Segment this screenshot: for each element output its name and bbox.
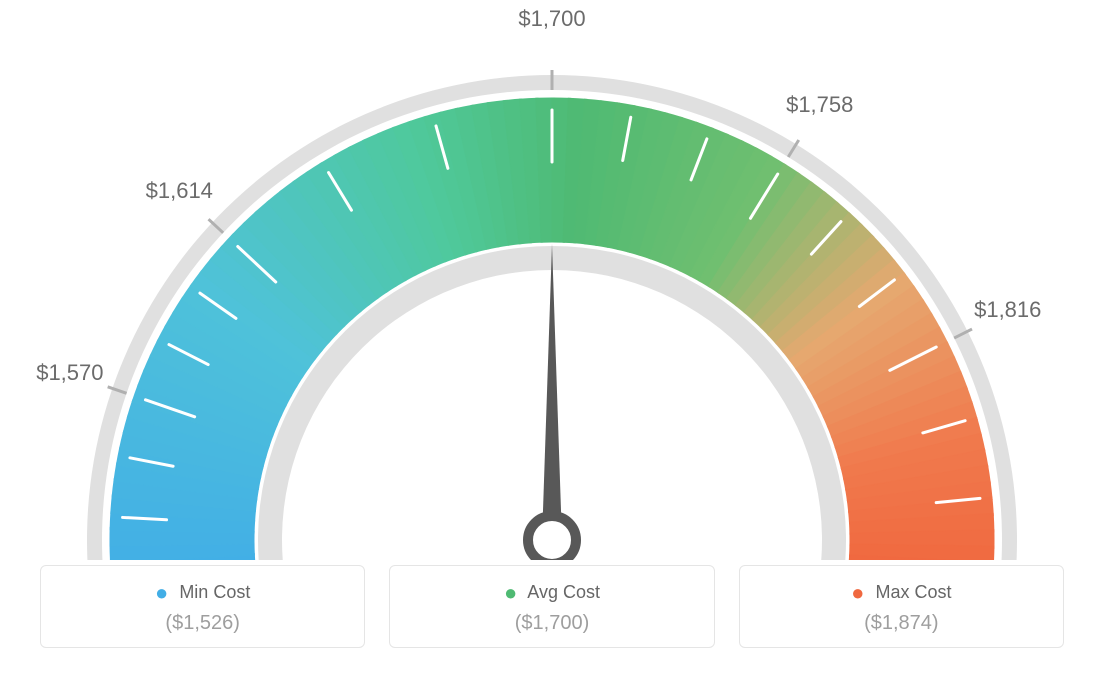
svg-text:$1,614: $1,614 bbox=[146, 178, 213, 203]
max-cost-label: Max Cost bbox=[875, 582, 951, 602]
max-cost-title: ● Max Cost bbox=[750, 580, 1053, 606]
gauge-svg: $1,526$1,570$1,614$1,700$1,758$1,816$1,8… bbox=[0, 0, 1104, 560]
min-cost-title: ● Min Cost bbox=[51, 580, 354, 606]
max-dot-icon: ● bbox=[851, 580, 864, 605]
svg-text:$1,816: $1,816 bbox=[974, 297, 1041, 322]
avg-cost-value: ($1,700) bbox=[400, 612, 703, 635]
avg-cost-label: Avg Cost bbox=[527, 582, 600, 602]
avg-dot-icon: ● bbox=[504, 580, 517, 605]
svg-text:$1,570: $1,570 bbox=[36, 360, 103, 385]
avg-cost-card: ● Avg Cost ($1,700) bbox=[389, 565, 714, 648]
min-cost-card: ● Min Cost ($1,526) bbox=[40, 565, 365, 648]
summary-cards: ● Min Cost ($1,526) ● Avg Cost ($1,700) … bbox=[0, 565, 1104, 648]
max-cost-value: ($1,874) bbox=[750, 612, 1053, 635]
gauge-chart: $1,526$1,570$1,614$1,700$1,758$1,816$1,8… bbox=[0, 0, 1104, 560]
min-cost-value: ($1,526) bbox=[51, 612, 354, 635]
svg-text:$1,700: $1,700 bbox=[518, 6, 585, 31]
avg-cost-title: ● Avg Cost bbox=[400, 580, 703, 606]
min-cost-label: Min Cost bbox=[179, 582, 250, 602]
max-cost-card: ● Max Cost ($1,874) bbox=[739, 565, 1064, 648]
min-dot-icon: ● bbox=[155, 580, 168, 605]
svg-text:$1,758: $1,758 bbox=[786, 92, 853, 117]
